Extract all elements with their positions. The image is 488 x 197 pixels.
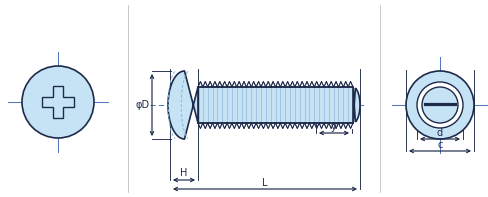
Text: y: y	[331, 122, 337, 132]
Text: φD: φD	[136, 100, 150, 110]
Circle shape	[406, 71, 474, 139]
Circle shape	[422, 87, 458, 123]
Text: H: H	[180, 168, 188, 178]
Text: L: L	[262, 177, 268, 188]
Circle shape	[417, 82, 463, 128]
Bar	[198, 87, 353, 123]
Text: c: c	[437, 139, 443, 150]
Circle shape	[22, 66, 94, 138]
Polygon shape	[168, 71, 198, 139]
Polygon shape	[42, 86, 74, 118]
Text: d: d	[437, 127, 443, 138]
Polygon shape	[353, 87, 360, 123]
Bar	[198, 87, 353, 123]
